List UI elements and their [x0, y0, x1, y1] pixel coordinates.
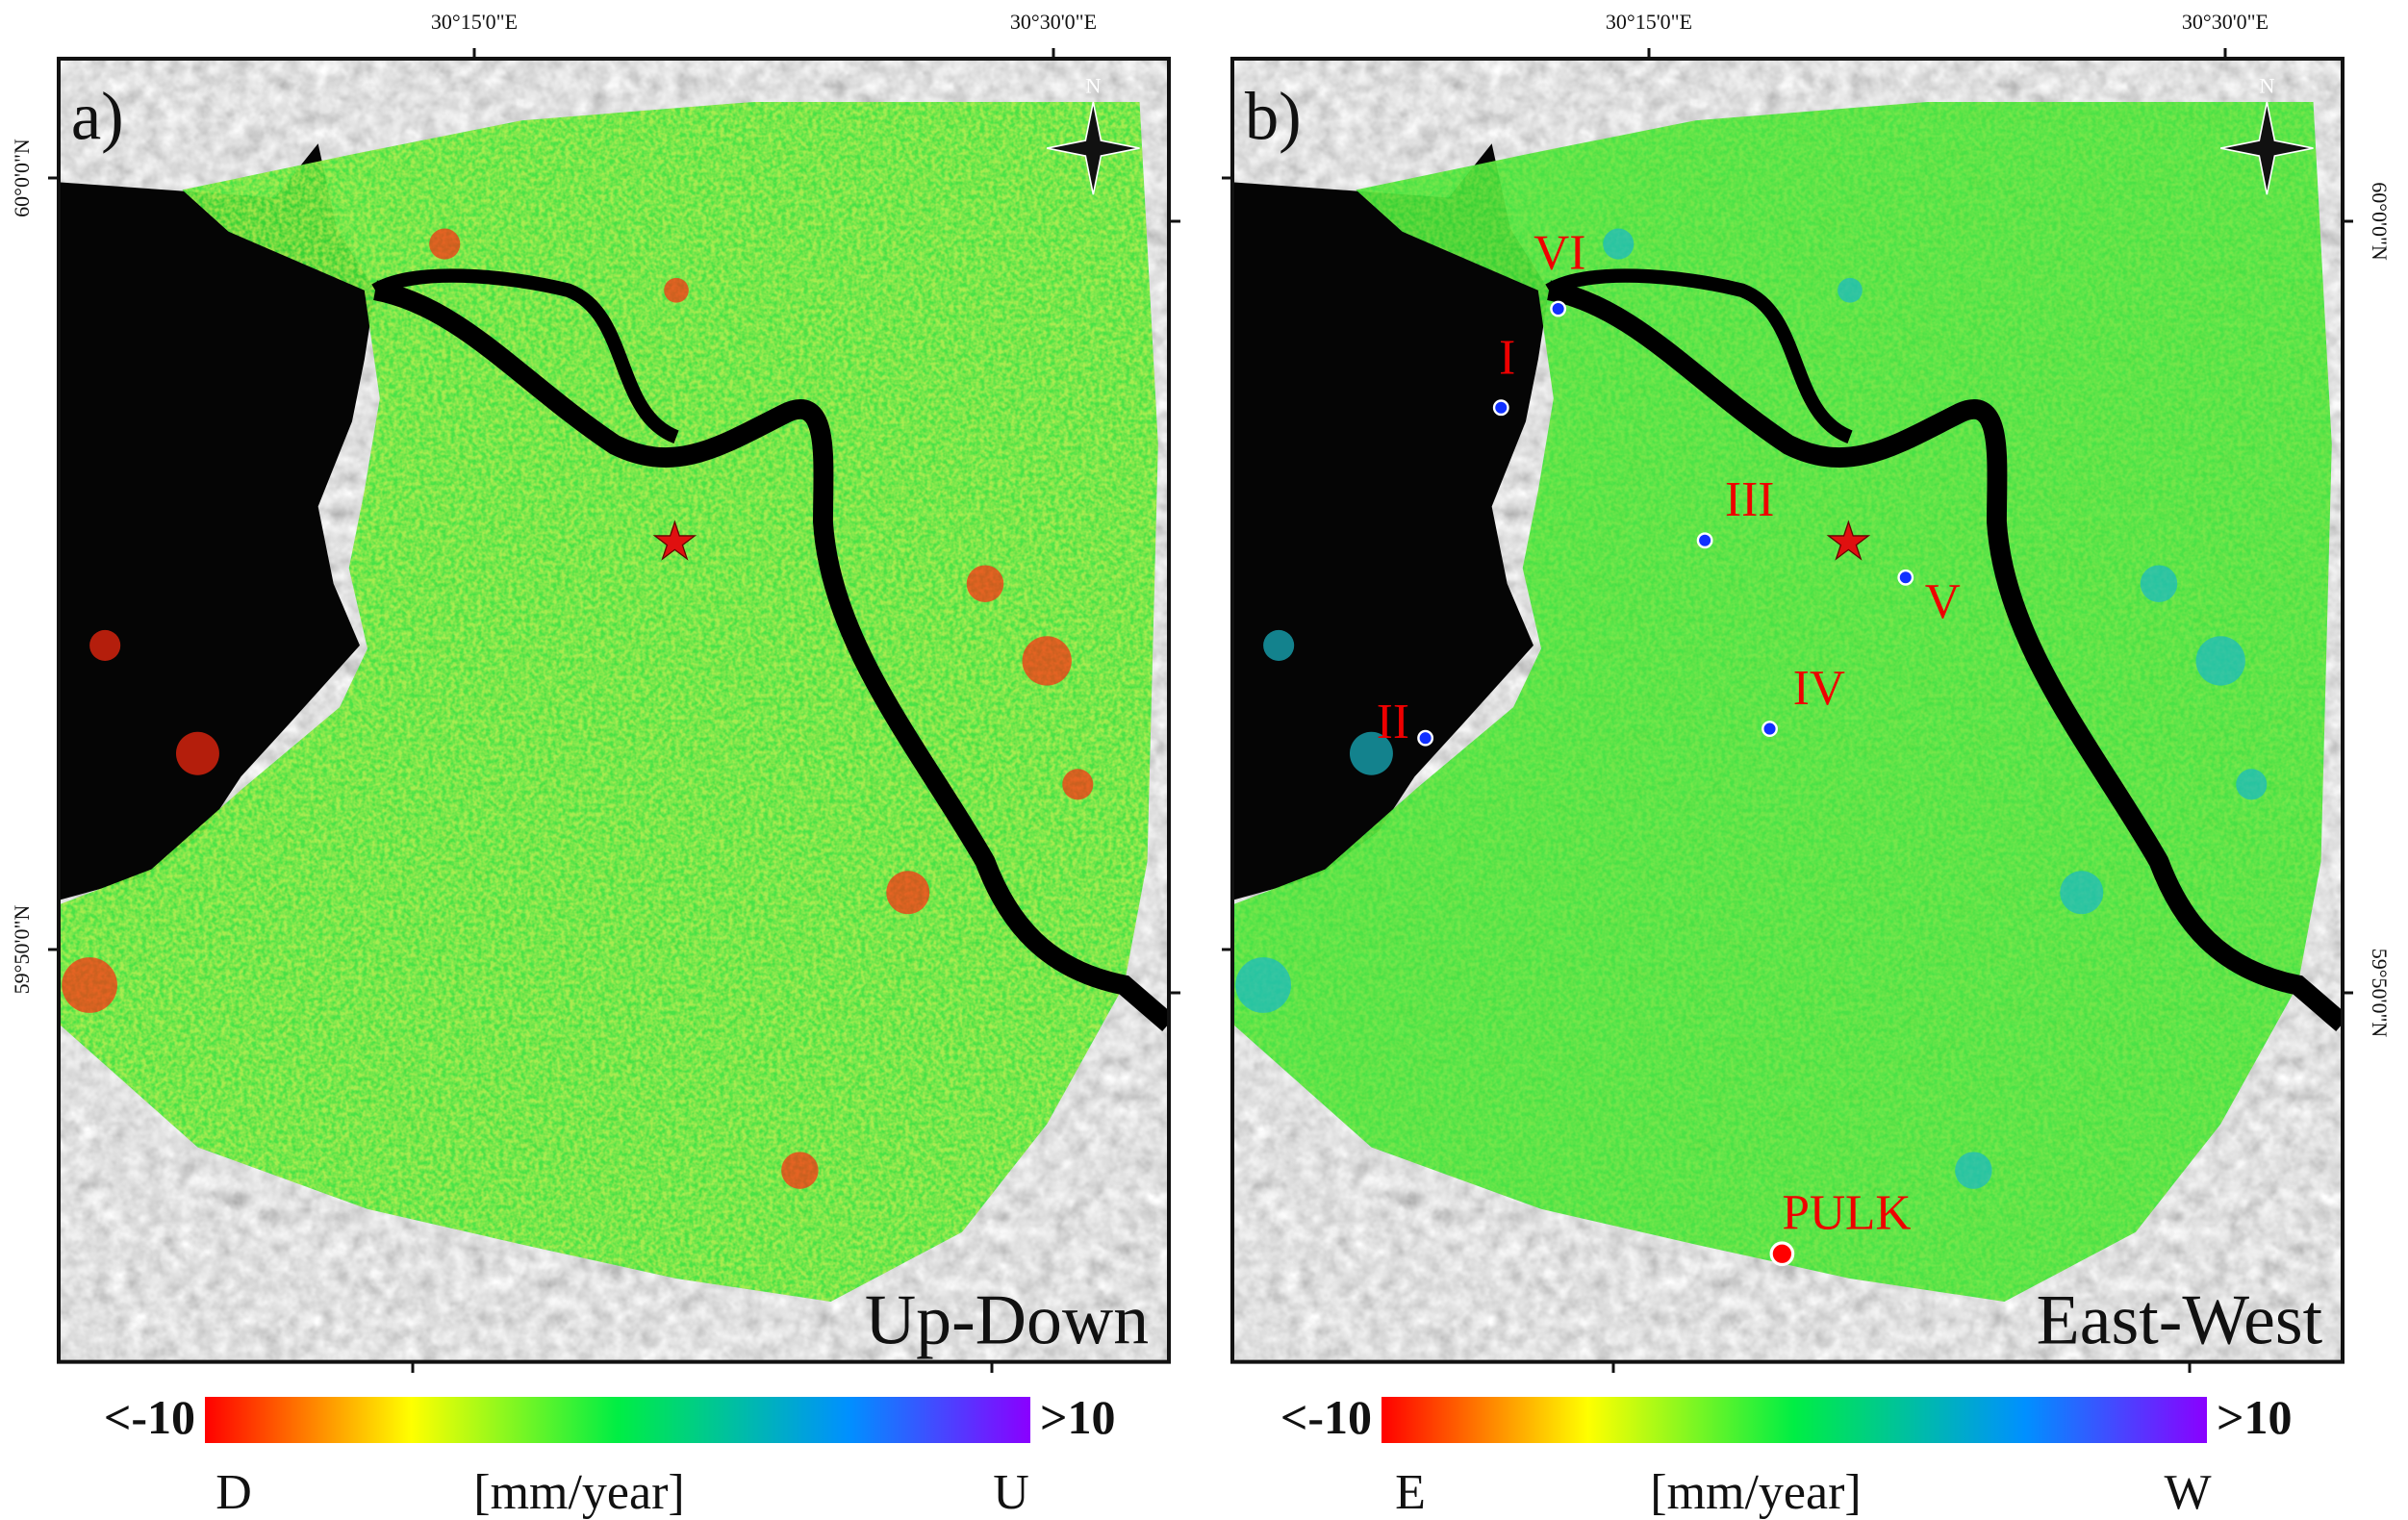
colorbar-low-name: D: [215, 1465, 252, 1520]
displacement-hotspot: [1263, 629, 1295, 661]
displacement-hotspot: [781, 1152, 819, 1189]
site-point: [1897, 569, 1914, 586]
latitude-label: 60°0'0"N: [10, 139, 34, 217]
displacement-hotspot: [1349, 731, 1393, 775]
site-point: [1696, 532, 1713, 549]
displacement-hotspot: [429, 228, 461, 260]
map-body: Na) Up-Down: [59, 59, 1169, 1362]
river-branch: [1545, 268, 1853, 443]
colorbar-unit: [mm/year]: [473, 1465, 684, 1520]
station-point: [1769, 1241, 1795, 1267]
station-label: PULK: [1782, 1186, 1911, 1241]
colorbar-high: >10: [1040, 1390, 1116, 1444]
colorbar-low: <-10: [1280, 1390, 1372, 1444]
site-point: [1417, 729, 1434, 747]
latitude-label: 59°50'0"N: [10, 905, 34, 995]
compass-star: [2220, 101, 2314, 195]
panel-title: Up-Down: [865, 1279, 1149, 1358]
river: [1546, 280, 2343, 1032]
longitude-label: 30°30'0"E: [2182, 10, 2269, 34]
displacement-hotspot: [1955, 1152, 1992, 1189]
site-label: I: [1499, 330, 1515, 385]
displacement-hotspot: [886, 871, 930, 915]
displacement-hotspot: [1235, 957, 1291, 1013]
colorbar-unit: [mm/year]: [1650, 1465, 1861, 1520]
site-point: [1492, 399, 1509, 417]
sea: [59, 143, 376, 900]
site-point: [1762, 721, 1778, 737]
center-star: [1826, 519, 1871, 561]
displacement-hotspot: [1022, 636, 1072, 686]
colorbar-high-name: U: [993, 1465, 1029, 1520]
site-label: VI: [1534, 225, 1585, 280]
river-branch: [371, 268, 679, 443]
north-arrow: N: [1047, 73, 1140, 195]
displacement-hotspot: [1838, 277, 1863, 303]
map-panel: Na) Up-Down: [56, 56, 1172, 1364]
displacement-hotspot: [1603, 228, 1635, 260]
displacement-hotspot: [62, 957, 117, 1013]
panel-frame: [1229, 56, 2345, 1364]
river: [372, 280, 1169, 1032]
site-label: III: [1725, 472, 1774, 527]
displacement-hotspot: [966, 565, 1004, 602]
panel-frame: [56, 56, 1172, 1364]
colorbar-low-name: E: [1395, 1465, 1426, 1520]
displacement-hotspot: [2195, 636, 2245, 686]
site-label: II: [1377, 695, 1409, 749]
latitude-label: 59°50'0"N: [2368, 949, 2392, 1038]
compass-label: N: [2259, 73, 2274, 97]
north-arrow: N: [2220, 73, 2314, 195]
displacement-speckle: [1232, 101, 2332, 1303]
latitude-label: 60°0'0"N: [2368, 182, 2392, 261]
displacement-speckle: [59, 101, 1158, 1303]
displacement-hotspot: [2060, 871, 2104, 915]
longitude-label: 30°15'0"E: [431, 10, 518, 34]
displacement-hotspot: [664, 277, 689, 303]
colorbar-high-name: W: [2164, 1465, 2211, 1520]
compass-label: N: [1085, 73, 1101, 97]
displacement-hotspot: [2140, 565, 2178, 602]
colorbar: [1381, 1397, 2207, 1443]
colorbar-low: <-10: [104, 1390, 195, 1444]
colorbar: [205, 1397, 1030, 1443]
site-point: [1550, 300, 1567, 317]
panel-title: East-West: [2037, 1279, 2323, 1358]
center-star: [652, 519, 697, 561]
longitude-label: 30°15'0"E: [1606, 10, 1692, 34]
panel-label: b): [1245, 79, 1302, 154]
site-label: V: [1925, 574, 1961, 629]
displacement-hotspot: [175, 731, 219, 775]
compass-star: [1047, 101, 1140, 195]
longitude-label: 30°30'0"E: [1010, 10, 1097, 34]
displacement-hotspot: [2236, 769, 2268, 800]
site-label: IV: [1793, 661, 1845, 716]
displacement-hotspot: [1062, 769, 1094, 800]
sea: [1232, 143, 1550, 900]
displacement-hotspot: [89, 629, 121, 661]
colorbar-high: >10: [2217, 1390, 2293, 1444]
panel-label: a): [71, 79, 124, 154]
